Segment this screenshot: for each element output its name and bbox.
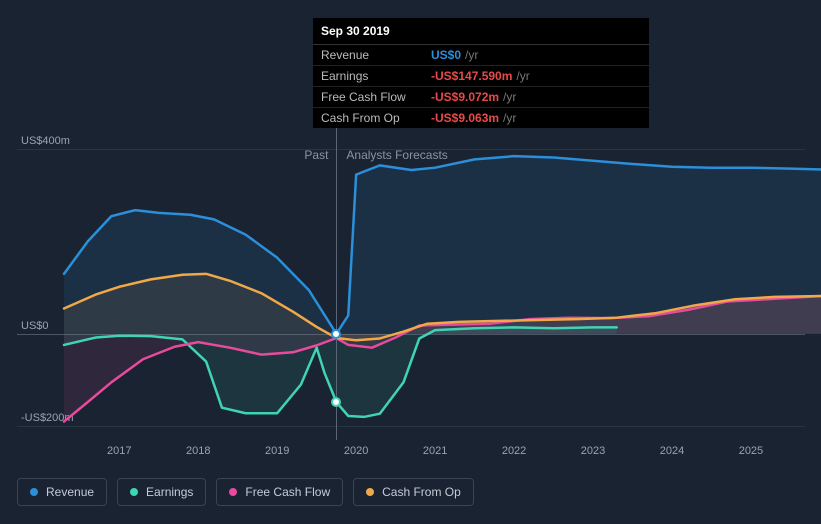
x-axis-label: 2021 — [423, 445, 447, 457]
cursor-line — [336, 115, 337, 440]
x-axis-label: 2020 — [344, 445, 368, 457]
legend-label: Earnings — [146, 485, 193, 499]
legend-dot-icon — [229, 488, 237, 496]
legend-label: Free Cash Flow — [245, 485, 330, 499]
tooltip-metric: Cash From Op — [321, 111, 431, 125]
cursor-marker — [331, 329, 341, 339]
legend-item-fcf[interactable]: Free Cash Flow — [216, 478, 343, 506]
legend-dot-icon — [130, 488, 138, 496]
legend-item-earnings[interactable]: Earnings — [117, 478, 206, 506]
tooltip-value: -US$147.590m — [431, 69, 512, 83]
y-axis-label: US$400m — [21, 135, 70, 147]
x-axis-label: 2024 — [660, 445, 684, 457]
x-axis-label: 2017 — [107, 445, 131, 457]
tooltip-unit: /yr — [516, 69, 529, 83]
y-axis-label: US$0 — [21, 320, 49, 332]
tooltip-row: Free Cash Flow-US$9.072m/yr — [313, 87, 649, 108]
tooltip-row: RevenueUS$0/yr — [313, 45, 649, 66]
x-axis-label: 2022 — [502, 445, 526, 457]
tooltip-date: Sep 30 2019 — [313, 18, 649, 45]
cursor-marker — [331, 397, 341, 407]
legend-label: Cash From Op — [382, 485, 461, 499]
x-axis-label: 2018 — [186, 445, 210, 457]
legend-dot-icon — [30, 488, 38, 496]
tooltip-value: -US$9.063m — [431, 111, 499, 125]
tooltip-unit: /yr — [503, 111, 516, 125]
legend-item-revenue[interactable]: Revenue — [17, 478, 107, 506]
legend: Revenue Earnings Free Cash Flow Cash From O… — [17, 478, 474, 506]
tooltip-value: -US$9.072m — [431, 90, 499, 104]
tooltip-metric: Free Cash Flow — [321, 90, 431, 104]
tooltip-metric: Earnings — [321, 69, 431, 83]
tooltip-value: US$0 — [431, 48, 461, 62]
tooltip-row: Earnings-US$147.590m/yr — [313, 66, 649, 87]
chart-plot — [64, 140, 821, 440]
tooltip-unit: /yr — [465, 48, 478, 62]
legend-item-cfo[interactable]: Cash From Op — [353, 478, 474, 506]
tooltip-row: Cash From Op-US$9.063m/yr — [313, 108, 649, 128]
tooltip-metric: Revenue — [321, 48, 431, 62]
x-axis-label: 2023 — [581, 445, 605, 457]
tooltip-unit: /yr — [503, 90, 516, 104]
legend-label: Revenue — [46, 485, 94, 499]
financial-chart[interactable]: Sep 30 2019 RevenueUS$0/yrEarnings-US$14… — [17, 0, 805, 524]
x-axis-label: 2025 — [739, 445, 763, 457]
tooltip: Sep 30 2019 RevenueUS$0/yrEarnings-US$14… — [313, 18, 649, 128]
x-axis-label: 2019 — [265, 445, 289, 457]
legend-dot-icon — [366, 488, 374, 496]
